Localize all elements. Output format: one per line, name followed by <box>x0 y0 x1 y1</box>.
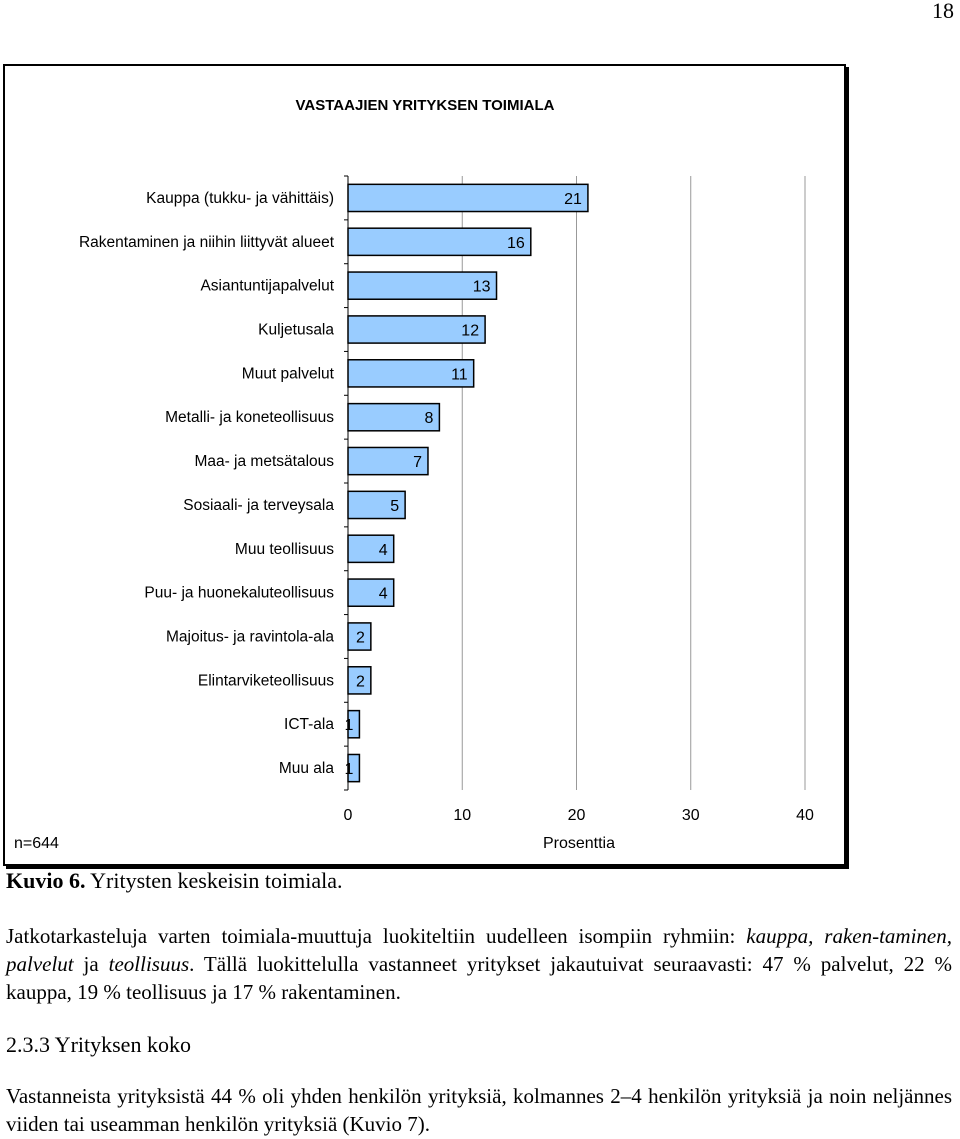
data-label: 5 <box>390 498 399 515</box>
paragraph-classification: Jatkotarkasteluja varten toimiala-muuttu… <box>6 922 952 1006</box>
category-label: Muu teollisuus <box>235 541 334 558</box>
category-label: Elintarviketeollisuus <box>198 672 334 689</box>
bar <box>347 490 406 520</box>
category-label: Puu- ja huonekaluteollisuus <box>144 585 334 602</box>
bar <box>347 315 486 344</box>
x-tick-label: 40 <box>796 807 814 824</box>
data-label: 16 <box>507 235 525 252</box>
category-label: Muu ala <box>279 760 335 777</box>
category-label: Kuljetusala <box>258 322 334 339</box>
data-label: 1 <box>345 761 354 778</box>
paragraph-company-size: Vastanneista yrityksistä 44 % oli yhden … <box>6 1084 952 1136</box>
x-tick-label: 10 <box>453 807 471 824</box>
bar <box>347 227 532 257</box>
chart-title: VASTAAJIEN YRITYKSEN TOIMIALA <box>296 97 555 114</box>
para1-text-2: ja <box>73 952 109 976</box>
data-label: 2 <box>356 630 365 647</box>
bar <box>347 622 372 651</box>
category-label: Sosiaali- ja terveysala <box>183 497 334 514</box>
data-label: 11 <box>451 366 468 383</box>
chart-frame: VASTAAJIEN YRITYKSEN TOIMIALA 21 Kauppa (… <box>3 64 846 866</box>
category-label: Majoitus- ja ravintola-ala <box>166 629 334 646</box>
category-label: Rakentaminen ja niihin liittyvät alueet <box>79 234 335 251</box>
bar <box>347 402 441 432</box>
data-label: 4 <box>379 586 388 603</box>
data-label: 13 <box>473 279 491 296</box>
page-number: 18 <box>932 0 954 23</box>
category-label: ICT-ala <box>284 716 334 733</box>
bar <box>347 359 475 388</box>
x-tick-label: 30 <box>682 807 700 824</box>
data-label: 21 <box>564 191 582 208</box>
sample-size-note: n=644 <box>14 835 59 852</box>
category-label: Muut palvelut <box>242 365 335 382</box>
para1-text-1: Jatkotarkasteluja varten toimiala-muuttu… <box>6 924 747 948</box>
caption-text: Yritysten keskeisin toimiala. <box>85 868 343 893</box>
data-label: 2 <box>356 673 365 690</box>
bar <box>347 271 498 300</box>
category-label: Metalli- ja koneteollisuus <box>165 409 334 426</box>
category-label: Kauppa (tukku- ja vähittäis) <box>146 190 334 207</box>
bar <box>347 709 361 739</box>
category-label: Asiantuntijapalvelut <box>200 278 334 295</box>
bar <box>347 666 372 695</box>
data-label: 8 <box>424 410 433 427</box>
data-label: 1 <box>345 717 354 734</box>
x-tick-label: 20 <box>568 807 586 824</box>
data-label: 4 <box>379 542 388 559</box>
bar <box>347 753 361 783</box>
para1-text-3: . Tällä luokittelulla vastanneet yrityks… <box>6 952 952 1004</box>
section-heading: 2.3.3 Yrityksen koko <box>6 1032 191 1057</box>
figure-caption: Kuvio 6. Yritysten keskeisin toimiala. <box>6 868 343 894</box>
bar <box>347 534 395 564</box>
bar <box>347 183 589 213</box>
bar <box>347 578 395 607</box>
category-label: Maa- ja metsätalous <box>194 453 334 470</box>
caption-label: Kuvio 6. <box>6 868 86 893</box>
bar <box>347 446 429 476</box>
x-axis-label: Prosenttia <box>543 835 615 852</box>
data-label: 12 <box>461 323 479 340</box>
data-label: 7 <box>413 454 422 471</box>
para1-italic-1: kauppa, raken-taminen, palvelut <box>6 924 952 976</box>
x-tick-label: 0 <box>344 807 353 824</box>
para1-italic-2: teollisuus <box>108 952 190 976</box>
